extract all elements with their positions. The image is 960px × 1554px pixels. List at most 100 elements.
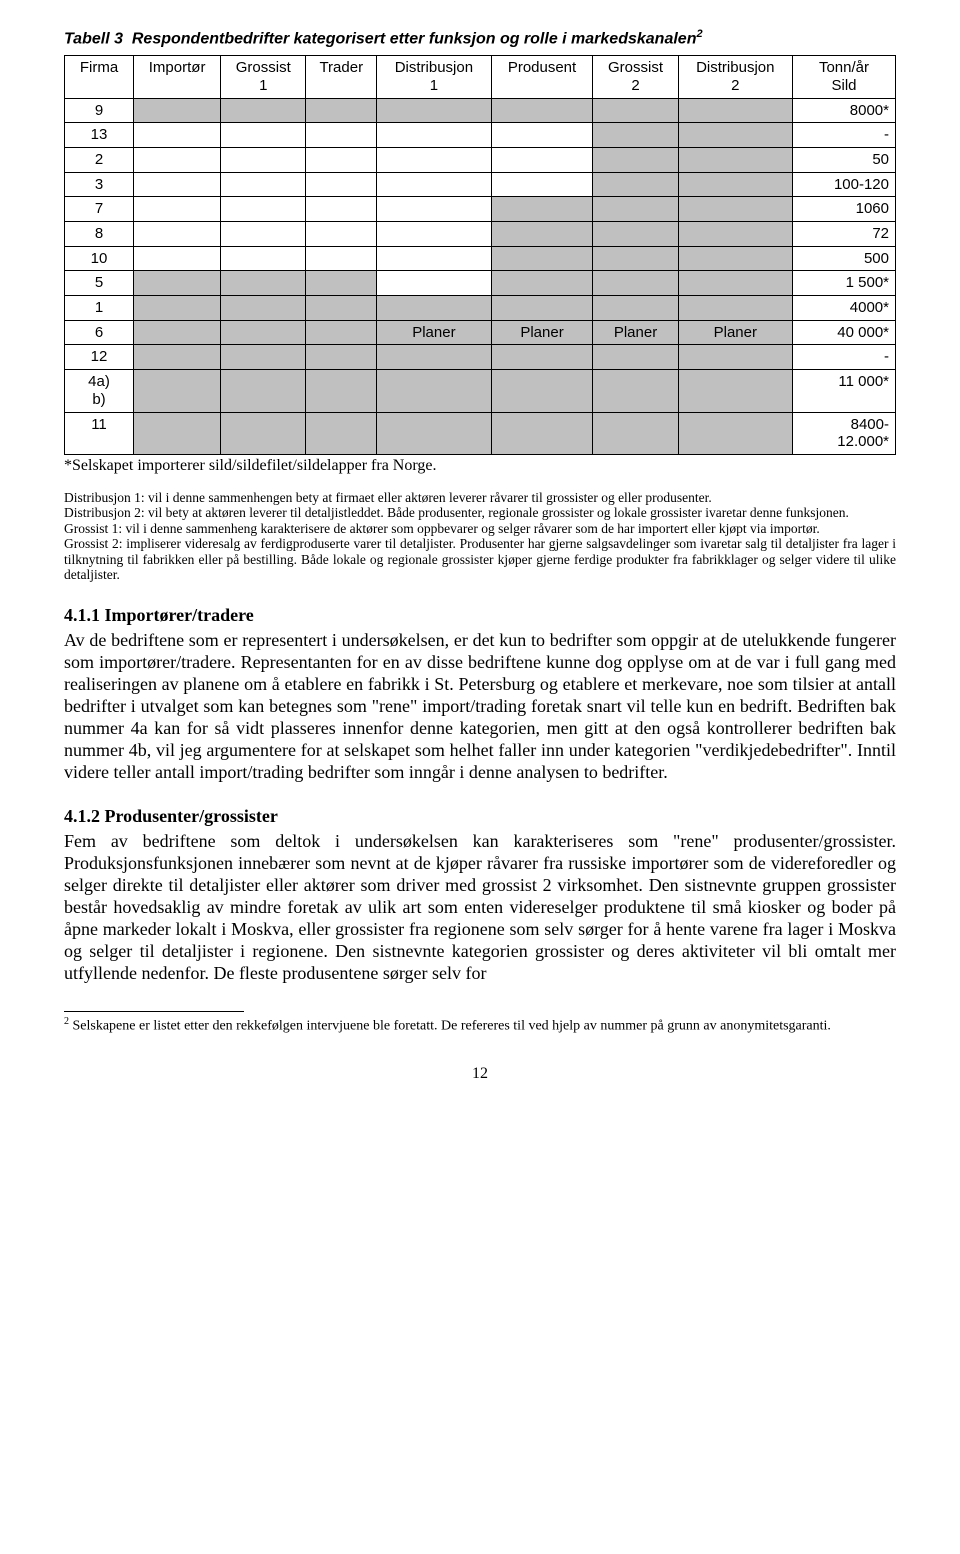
th-distribusjon2: Distribusjon2 bbox=[678, 56, 792, 98]
th-trader: Trader bbox=[306, 56, 377, 98]
cell bbox=[593, 147, 678, 172]
cell bbox=[377, 172, 491, 197]
cell bbox=[134, 320, 221, 345]
cell bbox=[377, 246, 491, 271]
cell bbox=[593, 412, 678, 454]
th-grossist1: Grossist1 bbox=[221, 56, 306, 98]
cell bbox=[221, 123, 306, 148]
cell bbox=[134, 123, 221, 148]
cell-firma: 7 bbox=[65, 197, 134, 222]
cell bbox=[678, 172, 792, 197]
cell: Planer bbox=[377, 320, 491, 345]
cell bbox=[491, 246, 593, 271]
cell bbox=[678, 412, 792, 454]
table-row: 118400-12.000* bbox=[65, 412, 896, 454]
cell-tonnar: 50 bbox=[793, 147, 896, 172]
cell bbox=[306, 98, 377, 123]
cell bbox=[221, 271, 306, 296]
cell bbox=[678, 147, 792, 172]
cell bbox=[306, 197, 377, 222]
table-caption: Tabell 3 Respondentbedrifter kategoriser… bbox=[64, 28, 896, 49]
cell bbox=[377, 412, 491, 454]
th-tonnar: Tonn/årSild bbox=[793, 56, 896, 98]
cell-tonnar: - bbox=[793, 345, 896, 370]
cell bbox=[306, 123, 377, 148]
cell bbox=[134, 296, 221, 321]
cell bbox=[221, 370, 306, 412]
cell-firma: 12 bbox=[65, 345, 134, 370]
body-411: Av de bedriftene som er representert i u… bbox=[64, 630, 896, 784]
cell bbox=[678, 271, 792, 296]
cell-firma: 13 bbox=[65, 123, 134, 148]
cell bbox=[134, 222, 221, 247]
cell bbox=[306, 370, 377, 412]
table-row: 12 - bbox=[65, 345, 896, 370]
cell bbox=[134, 197, 221, 222]
cell bbox=[678, 197, 792, 222]
cell bbox=[306, 246, 377, 271]
cell bbox=[593, 271, 678, 296]
cell bbox=[221, 246, 306, 271]
cell bbox=[377, 296, 491, 321]
cell bbox=[377, 222, 491, 247]
cell bbox=[306, 172, 377, 197]
heading-411: 4.1.1 Importører/tradere bbox=[64, 605, 896, 626]
cell-firma: 6 bbox=[65, 320, 134, 345]
table-header-row: Firma Importør Grossist1 Trader Distribu… bbox=[65, 56, 896, 98]
cell bbox=[678, 98, 792, 123]
cell-firma: 3 bbox=[65, 172, 134, 197]
cell-tonnar: 500 bbox=[793, 246, 896, 271]
cell bbox=[134, 271, 221, 296]
cell bbox=[134, 246, 221, 271]
cell bbox=[377, 271, 491, 296]
cell bbox=[221, 296, 306, 321]
cell-firma: 2 bbox=[65, 147, 134, 172]
under-table-note: *Selskapet importerer sild/sildefilet/si… bbox=[64, 457, 896, 476]
cell bbox=[134, 98, 221, 123]
heading-412: 4.1.2 Produsenter/grossister bbox=[64, 806, 896, 827]
cell bbox=[678, 123, 792, 148]
table-row: 872 bbox=[65, 222, 896, 247]
cell bbox=[678, 345, 792, 370]
cell bbox=[134, 172, 221, 197]
cell bbox=[377, 98, 491, 123]
th-importor: Importør bbox=[134, 56, 221, 98]
cell-tonnar: 1060 bbox=[793, 197, 896, 222]
cell bbox=[678, 370, 792, 412]
cell-firma: 10 bbox=[65, 246, 134, 271]
cell bbox=[491, 296, 593, 321]
cell bbox=[678, 222, 792, 247]
cell bbox=[306, 296, 377, 321]
cell bbox=[134, 370, 221, 412]
cell bbox=[593, 197, 678, 222]
th-produsent: Produsent bbox=[491, 56, 593, 98]
cell bbox=[678, 296, 792, 321]
cell bbox=[593, 370, 678, 412]
table-row: 3100-120 bbox=[65, 172, 896, 197]
cell bbox=[593, 172, 678, 197]
cell bbox=[593, 345, 678, 370]
cell bbox=[593, 296, 678, 321]
cell-firma: 4a)b) bbox=[65, 370, 134, 412]
table-row: 2 50 bbox=[65, 147, 896, 172]
footnote-text: Selskapene er listet etter den rekkefølg… bbox=[69, 1018, 831, 1033]
footnote-rule bbox=[64, 1011, 244, 1012]
cell-tonnar: 8000* bbox=[793, 98, 896, 123]
cell bbox=[377, 147, 491, 172]
cell bbox=[221, 172, 306, 197]
cell bbox=[221, 345, 306, 370]
footnote: 2 Selskapene er listet etter den rekkefø… bbox=[64, 1016, 896, 1035]
cell-firma: 5 bbox=[65, 271, 134, 296]
cell bbox=[678, 246, 792, 271]
table-row: 6PlanerPlanerPlanerPlaner40 000* bbox=[65, 320, 896, 345]
cell bbox=[491, 147, 593, 172]
th-firma: Firma bbox=[65, 56, 134, 98]
cell bbox=[221, 412, 306, 454]
caption-sup: 2 bbox=[696, 28, 702, 40]
cell-tonnar: 8400-12.000* bbox=[793, 412, 896, 454]
cell bbox=[134, 345, 221, 370]
cell: Planer bbox=[593, 320, 678, 345]
respondent-table: Firma Importør Grossist1 Trader Distribu… bbox=[64, 55, 896, 455]
cell-firma: 8 bbox=[65, 222, 134, 247]
cell bbox=[306, 345, 377, 370]
